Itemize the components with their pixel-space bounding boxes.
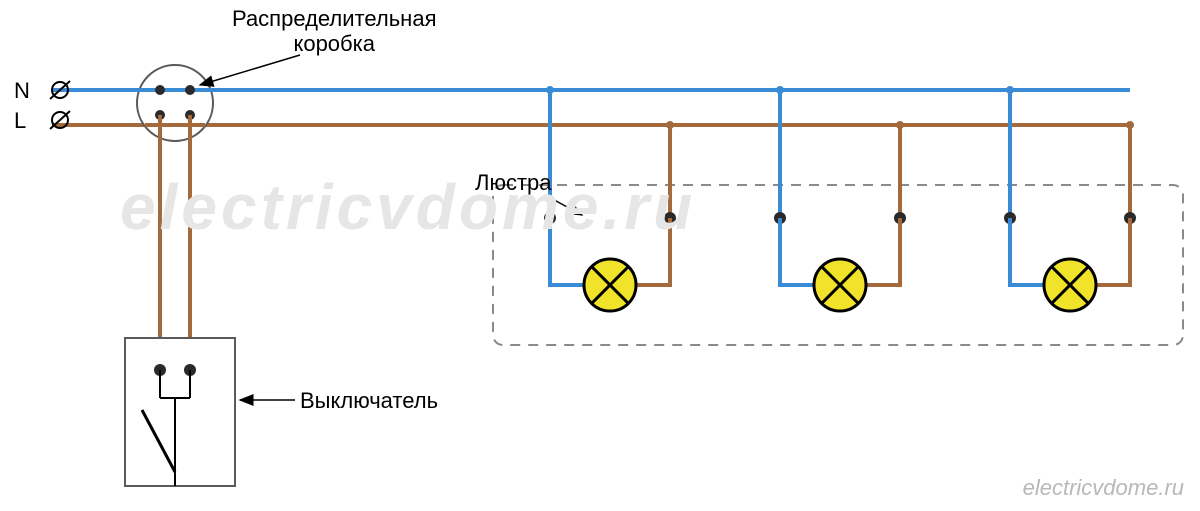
arrow-junction bbox=[200, 55, 300, 85]
junction-box bbox=[137, 65, 213, 141]
wiring-diagram bbox=[0, 0, 1200, 511]
label-junction-box-line2: коробка bbox=[293, 31, 375, 56]
label-switch: Выключатель bbox=[300, 388, 438, 414]
junction-dot bbox=[185, 85, 195, 95]
junction-dot bbox=[155, 85, 165, 95]
label-junction-box: Распределительная коробка bbox=[232, 6, 436, 57]
label-junction-box-line1: Распределительная bbox=[232, 6, 436, 31]
label-chandelier: Люстра bbox=[475, 170, 551, 196]
label-N: N bbox=[14, 78, 30, 104]
label-L: L bbox=[14, 108, 26, 134]
